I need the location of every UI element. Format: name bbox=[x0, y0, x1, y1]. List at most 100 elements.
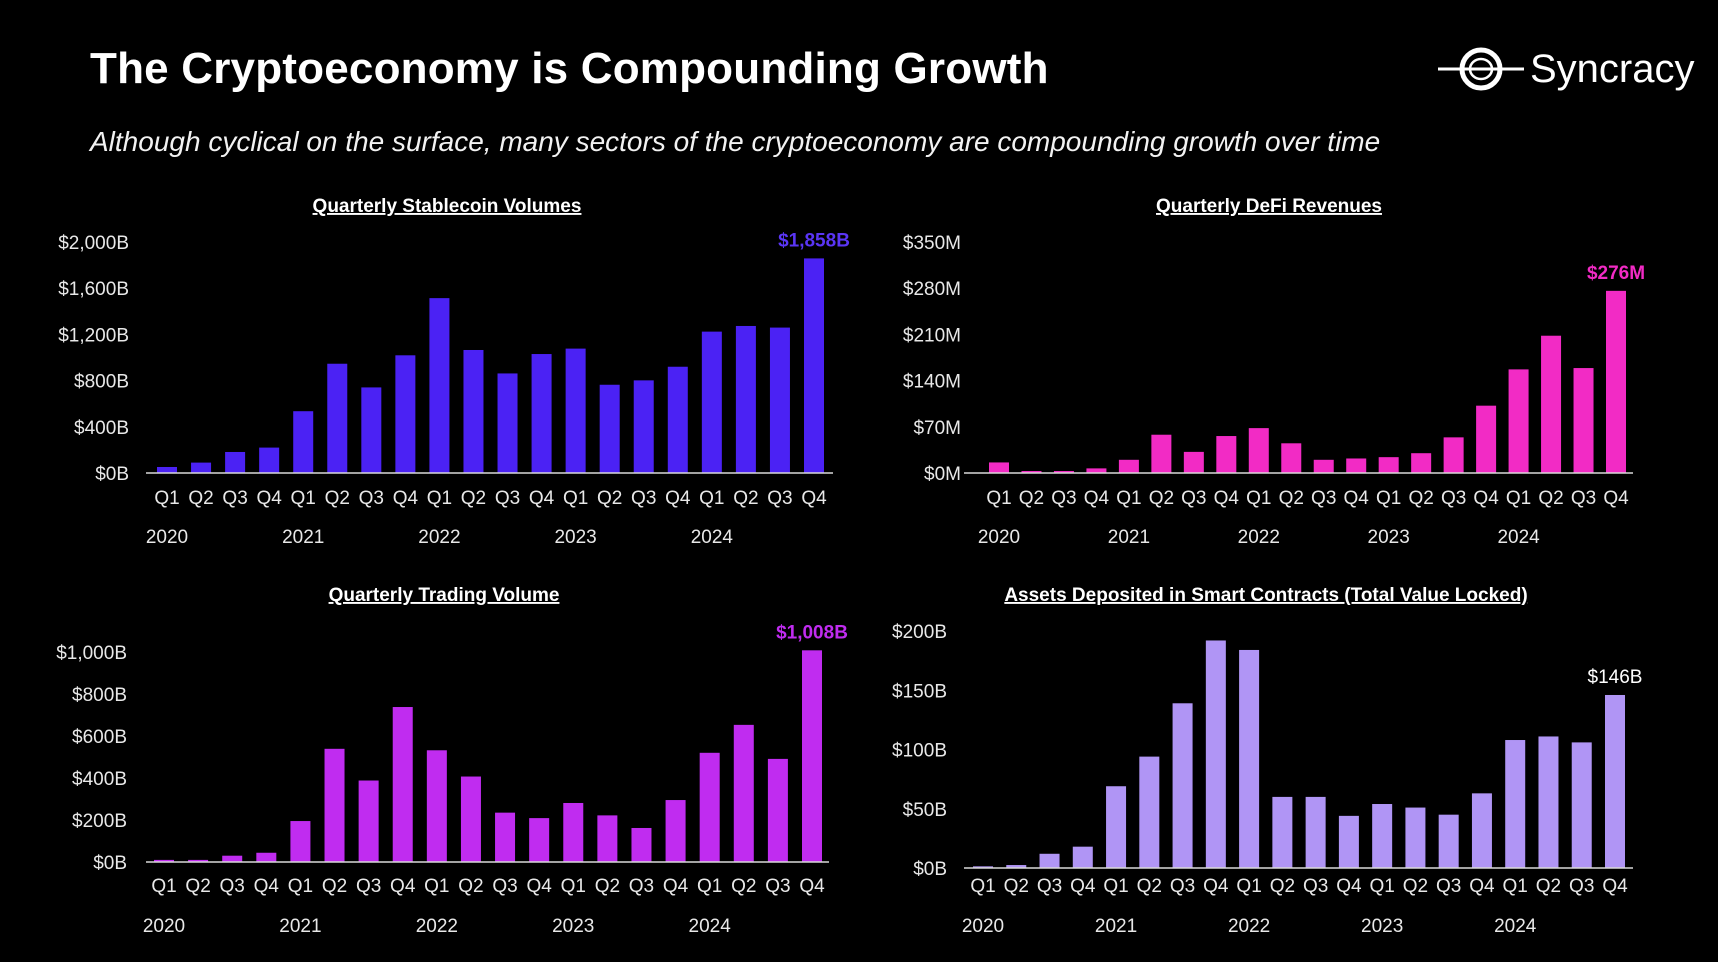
chart-title: Assets Deposited in Smart Contracts (Tot… bbox=[1004, 585, 1527, 606]
x-tick-label: Q3 bbox=[359, 488, 384, 509]
y-tick-label: $150B bbox=[892, 681, 947, 702]
x-tick-label: Q3 bbox=[1571, 488, 1596, 509]
year-label: 2021 bbox=[1095, 916, 1137, 937]
callout-label: $276M bbox=[1587, 263, 1645, 284]
y-tick-label: $0B bbox=[913, 859, 947, 880]
x-tick-label: Q3 bbox=[1181, 488, 1206, 509]
x-tick-label: Q4 bbox=[1344, 488, 1370, 509]
x-tick-label: Q4 bbox=[529, 488, 555, 509]
bar bbox=[529, 818, 550, 862]
x-tick-label: Q4 bbox=[1602, 876, 1628, 897]
x-tick-label: Q1 bbox=[986, 488, 1011, 509]
bar bbox=[1313, 459, 1334, 473]
bar bbox=[1476, 405, 1497, 473]
year-label: 2021 bbox=[279, 916, 321, 937]
bar bbox=[429, 298, 450, 473]
bar bbox=[1183, 451, 1204, 473]
chart-3: Quarterly Trading Volume $0B $200B $400B $60… bbox=[56, 585, 848, 937]
bar bbox=[361, 387, 382, 473]
bar bbox=[1072, 846, 1093, 868]
bar bbox=[358, 780, 379, 862]
chart-1: Quarterly Stablecoin Volumes $0B $400B $800… bbox=[58, 196, 850, 548]
year-label: 2021 bbox=[282, 527, 324, 548]
y-tick-label: $1,000B bbox=[56, 643, 127, 664]
bar bbox=[1471, 793, 1492, 868]
bar bbox=[802, 650, 822, 862]
x-tick-label: Q4 bbox=[1070, 876, 1096, 897]
bar bbox=[1239, 649, 1260, 868]
x-tick-label: Q2 bbox=[188, 488, 213, 509]
callout-label: $1,858B bbox=[778, 230, 850, 251]
x-tick-label: Q1 bbox=[151, 876, 176, 897]
x-tick-label: Q2 bbox=[1004, 876, 1029, 897]
year-label: 2020 bbox=[962, 916, 1004, 937]
bar bbox=[1248, 428, 1269, 473]
chart-2: Quarterly DeFi Revenues $0M $70M $140M $210M… bbox=[903, 196, 1645, 548]
y-tick-label: $400B bbox=[72, 769, 127, 790]
x-tick-label: Q2 bbox=[1270, 876, 1295, 897]
page-title: The Cryptoeconomy is Compounding Growth bbox=[90, 44, 1049, 93]
x-tick-label: Q2 bbox=[1137, 876, 1162, 897]
x-tick-label: Q4 bbox=[1603, 488, 1629, 509]
bar bbox=[225, 451, 246, 473]
x-tick-label: Q3 bbox=[629, 876, 654, 897]
x-tick-label: Q2 bbox=[461, 488, 486, 509]
bar bbox=[769, 327, 790, 473]
bar bbox=[222, 855, 243, 862]
y-tick-label: $210M bbox=[903, 325, 961, 346]
x-tick-label: Q4 bbox=[1214, 488, 1240, 509]
bar bbox=[1006, 865, 1027, 868]
x-tick-label: Q1 bbox=[699, 488, 724, 509]
year-label: 2024 bbox=[1497, 527, 1540, 548]
x-tick-label: Q1 bbox=[563, 488, 588, 509]
x-tick-label: Q3 bbox=[767, 488, 792, 509]
x-tick-label: Q3 bbox=[1441, 488, 1466, 509]
year-label: 2024 bbox=[689, 916, 732, 937]
y-tick-label: $100B bbox=[892, 741, 947, 762]
y-tick-label: $350M bbox=[903, 233, 961, 254]
bar bbox=[1346, 458, 1367, 473]
y-tick-label: $50B bbox=[903, 800, 947, 821]
x-tick-label: Q3 bbox=[356, 876, 381, 897]
bar bbox=[327, 363, 348, 473]
x-tick-label: Q2 bbox=[1019, 488, 1044, 509]
bar bbox=[426, 750, 447, 862]
x-tick-label: Q1 bbox=[154, 488, 179, 509]
y-tick-label: $800B bbox=[72, 685, 127, 706]
bar bbox=[395, 355, 416, 473]
x-tick-label: Q4 bbox=[665, 488, 691, 509]
bar bbox=[497, 373, 518, 473]
y-tick-label: $600B bbox=[72, 727, 127, 748]
year-label: 2022 bbox=[1238, 527, 1280, 548]
bar bbox=[1508, 369, 1529, 473]
bar bbox=[1606, 290, 1626, 473]
bar bbox=[1172, 703, 1193, 868]
callout-label: $146B bbox=[1588, 667, 1643, 688]
bar bbox=[188, 859, 209, 862]
year-label: 2020 bbox=[978, 527, 1020, 548]
x-tick-label: Q2 bbox=[185, 876, 210, 897]
y-tick-label: $1,200B bbox=[58, 325, 129, 346]
y-tick-label: $200B bbox=[892, 622, 947, 643]
bar bbox=[665, 800, 686, 862]
x-tick-label: Q3 bbox=[1311, 488, 1336, 509]
bar bbox=[1039, 853, 1060, 868]
x-tick-label: Q4 bbox=[390, 876, 416, 897]
x-tick-label: Q1 bbox=[427, 488, 452, 509]
bar bbox=[1505, 740, 1526, 868]
x-tick-label: Q1 bbox=[561, 876, 586, 897]
x-tick-label: Q4 bbox=[526, 876, 552, 897]
x-tick-label: Q3 bbox=[1170, 876, 1195, 897]
bar bbox=[1541, 335, 1562, 473]
x-tick-label: Q3 bbox=[1051, 488, 1076, 509]
x-tick-label: Q1 bbox=[697, 876, 722, 897]
y-tick-label: $200B bbox=[72, 811, 127, 832]
bar bbox=[1411, 453, 1432, 473]
x-tick-label: Q1 bbox=[1503, 876, 1528, 897]
year-label: 2021 bbox=[1108, 527, 1150, 548]
bar bbox=[1272, 796, 1293, 868]
x-tick-label: Q4 bbox=[1469, 876, 1495, 897]
bar bbox=[495, 812, 516, 862]
x-tick-label: Q2 bbox=[322, 876, 347, 897]
year-label: 2022 bbox=[416, 916, 458, 937]
